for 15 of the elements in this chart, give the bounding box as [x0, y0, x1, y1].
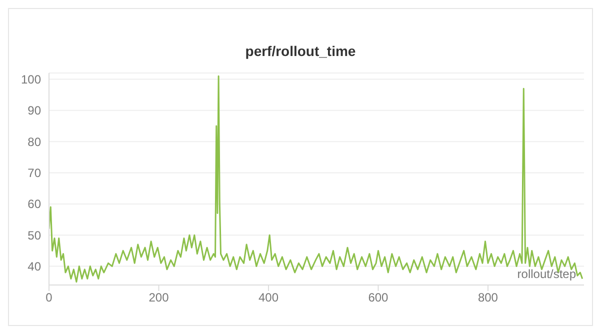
x-tick-label: 200 [148, 290, 170, 305]
y-tick-label: 90 [28, 104, 42, 118]
x-tick-label: 600 [368, 290, 389, 305]
line-series [49, 75, 584, 283]
y-tick-label: 70 [28, 166, 42, 180]
x-tick-label: 800 [478, 290, 498, 305]
y-tick-label: 100 [20, 72, 42, 86]
y-tick-label: 50 [28, 228, 42, 242]
x-axis-title: rollout/step [517, 267, 576, 281]
x-tick-label: 0 [46, 290, 53, 305]
chart-title: perf/rollout_time [244, 43, 357, 59]
y-tick-label: 80 [28, 134, 42, 149]
x-tick-label: 400 [258, 290, 279, 305]
y-tick-label: 60 [28, 197, 42, 212]
y-tick-label: 40 [28, 260, 42, 274]
